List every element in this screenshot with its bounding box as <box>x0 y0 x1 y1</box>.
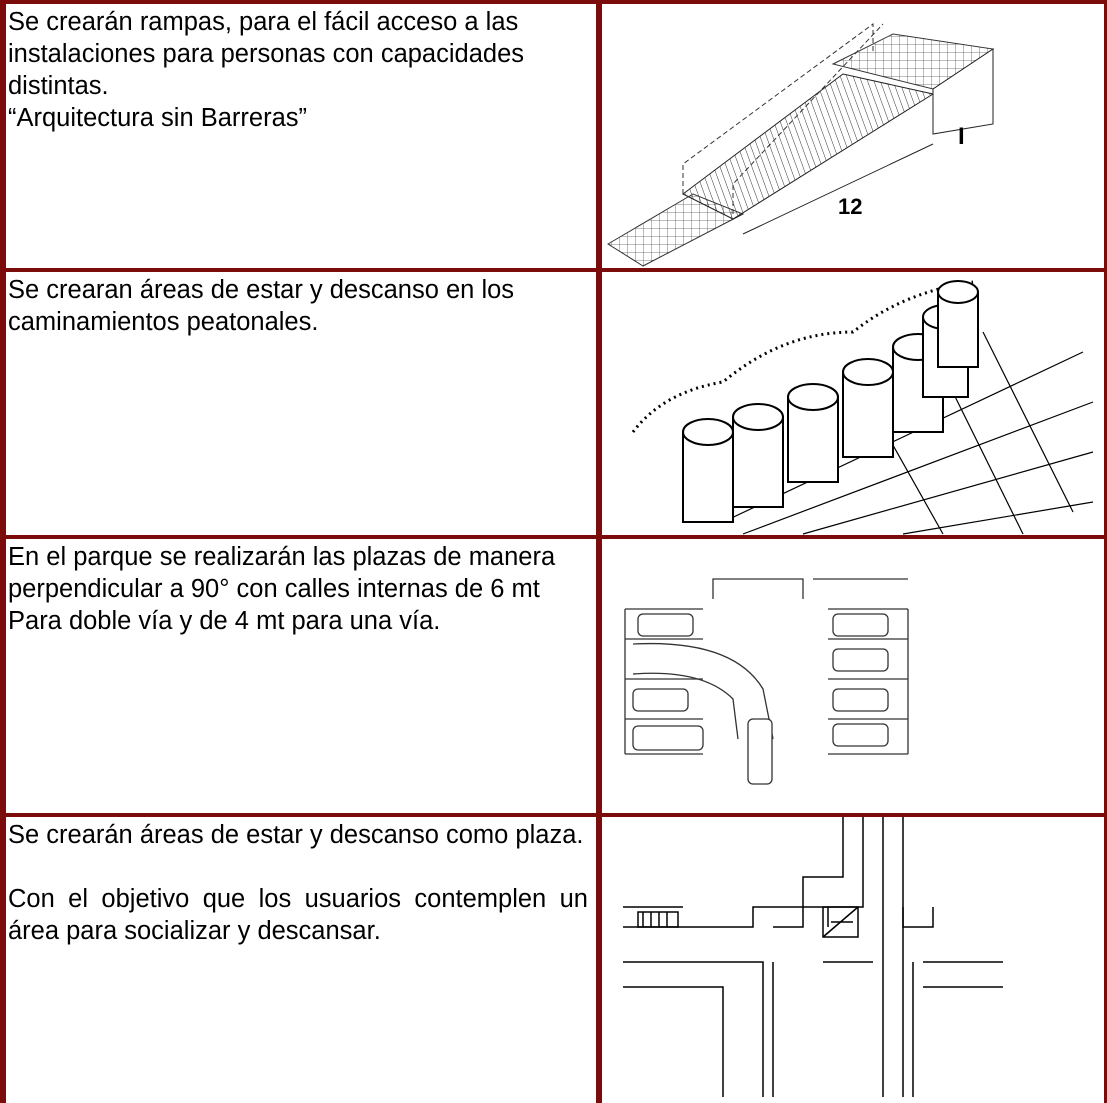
parking-drawing <box>624 578 909 785</box>
paragraph: En el parque se realizarán las plazas de… <box>8 543 556 635</box>
border <box>596 0 602 1103</box>
paragraph: “Arquitectura sin Barreras” <box>8 104 308 132</box>
cell-text: En el parque se realizarán las plazas de… <box>8 541 588 637</box>
border <box>0 0 1107 4</box>
border <box>0 268 1107 272</box>
bench-drawing <box>631 280 1094 535</box>
paragraph: Se crearán áreas de estar y descanso com… <box>8 821 584 849</box>
cell-text: Se crearan áreas de estar y descanso en … <box>8 274 588 338</box>
paragraph: Se crearán rampas, para el fácil acceso … <box>8 8 525 100</box>
border <box>0 535 1107 539</box>
border <box>0 0 6 1103</box>
cell-text: Se crearán rampas, para el fácil acceso … <box>8 6 588 134</box>
paragraph: Se crearan áreas de estar y descanso en … <box>8 276 515 336</box>
paragraph: Con el objetivo que los usuarios contemp… <box>8 885 588 945</box>
ramp-drawing: 12 I <box>607 23 995 267</box>
border <box>1104 0 1107 1103</box>
border <box>0 813 1107 817</box>
figure-label: I <box>958 123 965 150</box>
figure-label: 12 <box>838 194 862 219</box>
plaza-drawing <box>623 817 1003 1097</box>
cell-text: Se crearán áreas de estar y descanso com… <box>8 819 588 947</box>
